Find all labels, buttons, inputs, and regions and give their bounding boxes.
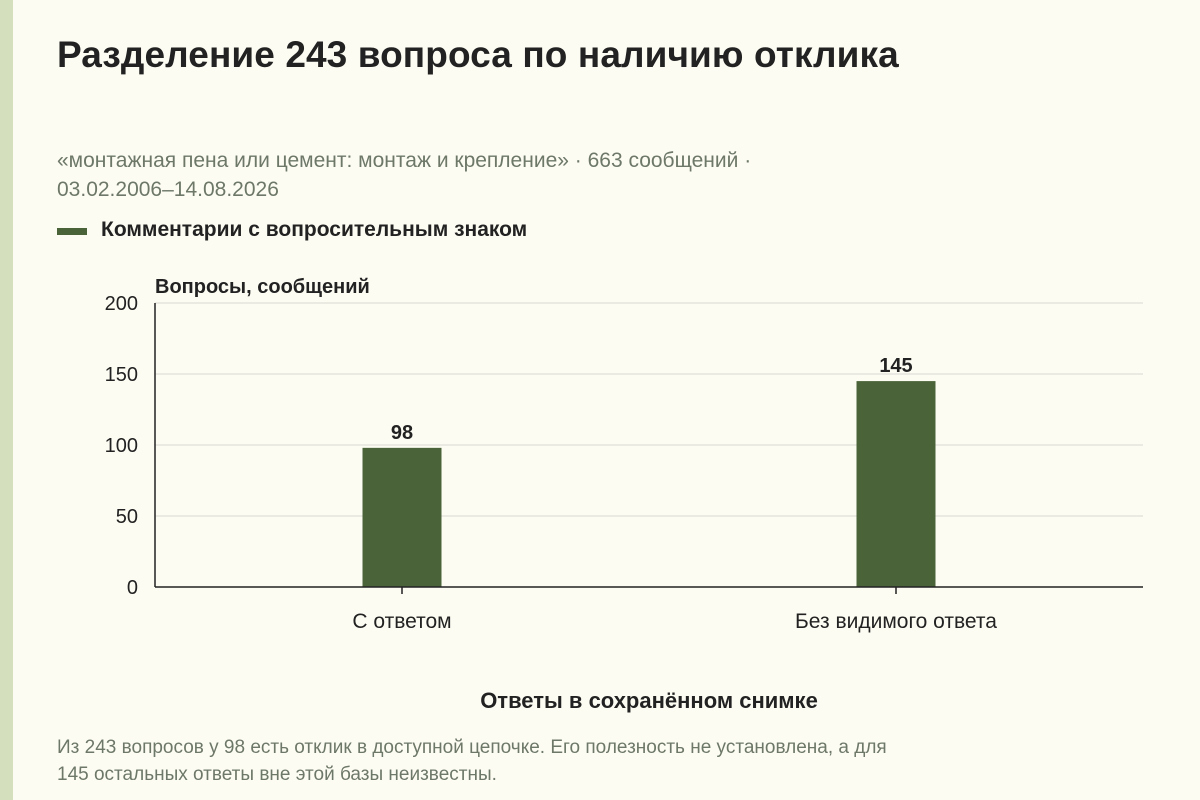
x-axis-title: Ответы в сохранённом снимке — [480, 688, 818, 713]
legend: Комментарии с вопросительным знаком — [57, 218, 527, 242]
chart-title: Разделение 243 вопроса по наличию отклик… — [57, 34, 899, 75]
x-tick-label: С ответом — [352, 610, 451, 633]
side-accent-stripe — [0, 0, 13, 800]
subtitle-line-2: 03.02.2006–14.08.2026 — [57, 178, 279, 201]
subtitle-line-1: «монтажная пена или цемент: монтаж и кре… — [57, 149, 752, 172]
x-tick-label: Без видимого ответа — [795, 610, 997, 633]
y-tick-label: 50 — [116, 506, 138, 528]
chart-labels: 0 50 100 150 200 98 С ответом 145 Без видимого о… — [105, 276, 998, 713]
y-tick-label: 200 — [105, 293, 138, 315]
legend-swatch — [57, 227, 87, 235]
footnote: Из 243 вопросов у 98 есть отклик в досту… — [57, 734, 1077, 788]
bar — [362, 447, 442, 587]
axes — [154, 303, 1143, 594]
bar — [856, 381, 936, 587]
gridlines — [155, 302, 1143, 517]
y-axis-title: Вопросы, сообщений — [155, 276, 370, 298]
y-tick-label: 150 — [105, 364, 138, 386]
footnote-line-1: Из 243 вопросов у 98 есть отклик в досту… — [57, 737, 887, 758]
data-label: 145 — [879, 355, 912, 377]
footnote-line-2: 145 остальных ответы вне этой базы неизв… — [57, 764, 497, 785]
y-tick-label: 0 — [127, 577, 138, 599]
bars — [362, 381, 936, 587]
legend-label: Комментарии с вопросительным знаком — [101, 218, 528, 241]
data-label: 98 — [391, 422, 413, 444]
chart-subtitle: «монтажная пена или цемент: монтаж и кре… — [57, 146, 957, 204]
y-tick-label: 100 — [105, 435, 138, 457]
